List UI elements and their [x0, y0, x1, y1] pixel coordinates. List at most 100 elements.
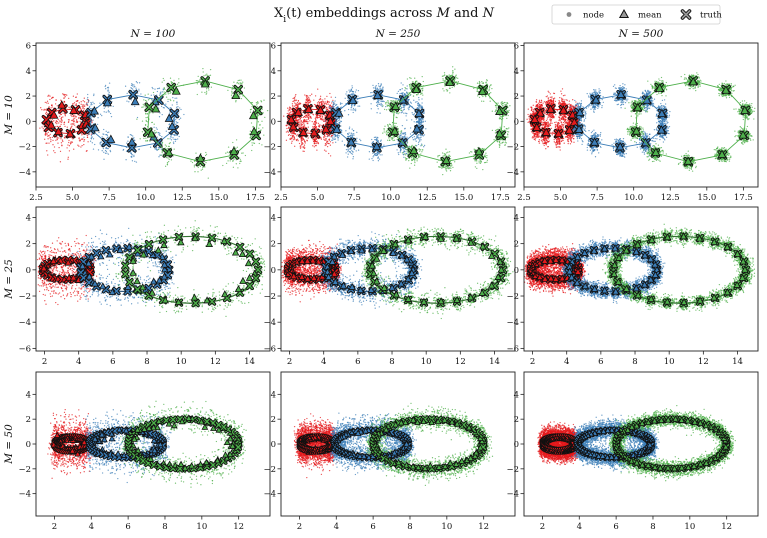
node-point: [485, 96, 486, 97]
node-point: [61, 114, 62, 115]
node-point: [287, 113, 288, 114]
node-point: [410, 133, 411, 134]
y-tick-label: 6: [26, 42, 31, 52]
node-point: [359, 139, 360, 140]
node-point: [46, 110, 47, 111]
node-point: [180, 109, 181, 110]
node-point: [372, 156, 373, 157]
node-point: [381, 103, 382, 104]
node-point: [283, 115, 284, 116]
node-point: [291, 137, 292, 138]
node-point: [326, 107, 327, 108]
node-point: [331, 129, 332, 130]
node-point: [305, 102, 306, 103]
node-point: [82, 108, 83, 109]
node-point: [315, 140, 316, 141]
plot-area: [39, 68, 268, 179]
node-point: [418, 138, 419, 139]
node-point: [100, 114, 101, 115]
node-point: [325, 115, 326, 116]
node-point: [262, 127, 263, 128]
node-point: [303, 126, 304, 127]
node-point: [373, 87, 374, 88]
node-point: [404, 90, 405, 91]
node-point: [416, 101, 417, 102]
node-point: [258, 128, 259, 129]
node-point: [157, 129, 158, 130]
node-point: [341, 117, 342, 118]
node-point: [136, 161, 137, 162]
node-point: [104, 108, 105, 109]
node-point: [170, 78, 171, 79]
node-point: [477, 95, 478, 96]
node-point: [63, 124, 64, 125]
node-point: [356, 132, 357, 133]
node-point: [84, 101, 85, 102]
node-point: [60, 124, 61, 125]
node-point: [143, 138, 144, 139]
row-label-m10: M = 10: [3, 95, 15, 136]
node-point: [91, 137, 92, 138]
node-point: [76, 119, 77, 120]
node-point: [299, 122, 300, 123]
node-point: [303, 123, 304, 124]
node-point: [79, 140, 80, 141]
node-point: [288, 110, 289, 111]
node-point: [172, 97, 173, 98]
node-point: [134, 161, 135, 162]
node-point: [57, 138, 58, 139]
node-point: [410, 94, 411, 95]
node-point: [317, 142, 318, 143]
node-point: [489, 93, 490, 94]
node-point: [308, 137, 309, 138]
node-point: [416, 137, 417, 138]
node-point: [83, 110, 84, 111]
node-point: [130, 152, 131, 153]
node-point: [211, 87, 212, 88]
node-point: [192, 162, 193, 163]
node-point: [74, 124, 75, 125]
node-point: [159, 134, 160, 135]
node-point: [92, 119, 93, 120]
node-point: [421, 102, 422, 103]
node-point: [397, 93, 398, 94]
node-point: [299, 120, 300, 121]
node-point: [447, 90, 448, 91]
node-point: [50, 107, 51, 108]
node-point: [240, 82, 241, 83]
node-point: [166, 96, 167, 97]
node-point: [307, 95, 308, 96]
node-point: [410, 78, 411, 79]
node-point: [326, 96, 327, 97]
node-point: [68, 142, 69, 143]
node-point: [131, 88, 132, 89]
node-point: [353, 130, 354, 131]
node-point: [297, 140, 298, 141]
node-point: [87, 137, 88, 138]
node-point: [89, 107, 90, 108]
node-point: [106, 112, 107, 113]
node-point: [154, 124, 155, 125]
node-point: [258, 121, 259, 122]
node-point: [301, 144, 302, 145]
node-point: [381, 154, 382, 155]
node-point: [73, 115, 74, 116]
node-point: [377, 137, 378, 138]
node-point: [72, 103, 73, 104]
node-point: [351, 85, 352, 86]
node-point: [142, 131, 143, 132]
node-point: [338, 137, 339, 138]
node-point: [77, 100, 78, 101]
node-point: [69, 119, 70, 120]
node-point: [68, 98, 69, 99]
node-point: [176, 103, 177, 104]
node-point: [87, 135, 88, 136]
node-point: [111, 116, 112, 117]
node-point: [258, 115, 259, 116]
node-point: [161, 106, 162, 107]
node-point: [151, 95, 152, 96]
column-title-n250: N = 250: [375, 28, 421, 40]
node-point: [171, 139, 172, 140]
node-point: [205, 155, 206, 156]
node-point: [157, 91, 158, 92]
